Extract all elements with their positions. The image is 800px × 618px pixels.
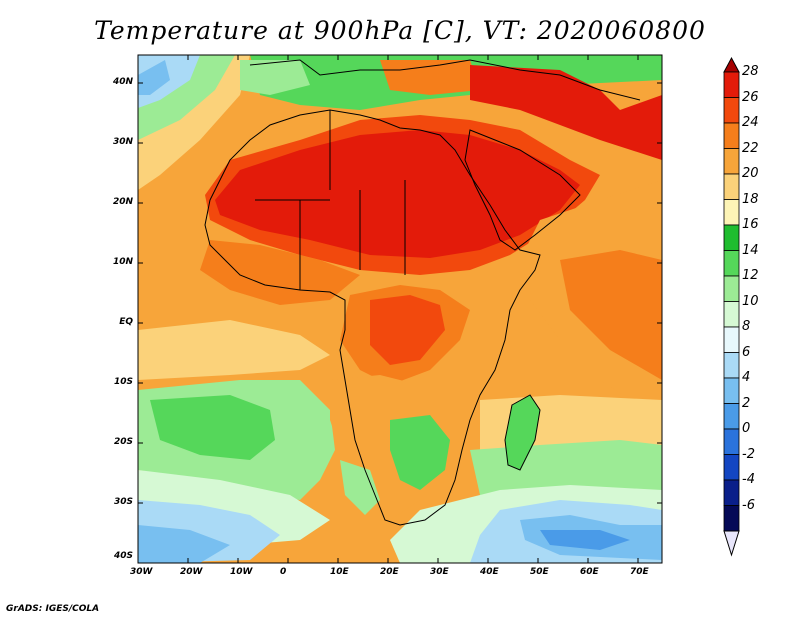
colorbar-label: 26 — [742, 89, 759, 105]
colorbar-label: 16 — [742, 217, 759, 232]
colorbar-label: 6 — [742, 344, 751, 360]
colorbar-label: -6 — [742, 497, 755, 513]
colorbar-label: 18 — [742, 191, 759, 207]
colorbar-swatch — [723, 199, 740, 226]
lon-label: 10E — [330, 567, 349, 577]
colorbar-swatch — [723, 352, 740, 379]
coastlines — [204, 59, 641, 526]
colorbar-label: 8 — [742, 319, 751, 334]
lon-label: 20W — [180, 567, 203, 577]
colorbar-swatch — [723, 428, 740, 455]
lon-label: 60E — [580, 567, 599, 577]
colorbar-swatch — [723, 505, 740, 532]
colorbar-label: 14 — [742, 242, 759, 258]
colorbar-label: 12 — [742, 268, 759, 283]
colorbar-label: 20 — [742, 166, 759, 181]
lon-label: 10W — [230, 567, 253, 577]
colorbar-label: -4 — [742, 472, 755, 487]
lat-label: 30N — [112, 137, 133, 147]
lat-label: 10S — [113, 377, 133, 387]
colorbar-swatch — [723, 301, 740, 328]
colorbar-label: 0 — [742, 421, 751, 436]
colorbar-swatch — [723, 71, 740, 98]
colorbar-label: 28 — [742, 64, 759, 79]
colorbar-label: 10 — [742, 293, 759, 309]
lon-label: 20E — [380, 567, 399, 577]
lat-label: EQ — [119, 317, 133, 327]
lat-label: 40N — [112, 77, 133, 87]
colorbar-label: 2 — [742, 395, 751, 411]
lon-label: 70E — [630, 567, 649, 577]
colorbar-label: 4 — [742, 370, 751, 385]
colorbar — [723, 56, 740, 557]
lon-label: 40E — [480, 567, 499, 577]
map-field — [138, 55, 662, 563]
lat-label: 30S — [113, 497, 133, 507]
colorbar-label: -2 — [742, 446, 755, 462]
colorbar-swatch — [723, 403, 740, 430]
colorbar-bottom-arrow — [723, 530, 740, 557]
colorbar-label: 24 — [742, 115, 759, 130]
lat-label: 20N — [112, 197, 133, 207]
colorbar-swatch — [723, 377, 740, 404]
colorbar-label: 22 — [742, 140, 759, 156]
lon-label: 0 — [280, 567, 287, 577]
colorbar-swatch — [723, 97, 740, 124]
colorbar-top-arrow — [723, 56, 740, 73]
colorbar-swatch — [723, 148, 740, 175]
lon-label: 30W — [130, 567, 153, 577]
map-title: Temperature at 900hPa [C], VT: 202006080… — [94, 16, 706, 45]
lon-label: 30E — [430, 567, 449, 577]
colorbar-swatch — [723, 454, 740, 481]
colorbar-swatch — [723, 173, 740, 200]
grads-credit: GrADS: IGES/COLA — [6, 604, 100, 614]
lat-label: 40S — [113, 551, 133, 561]
colorbar-swatch — [723, 479, 740, 506]
colorbar-swatch — [723, 122, 740, 149]
colorbar-swatch — [723, 224, 740, 251]
colorbar-swatch — [723, 275, 740, 302]
colorbar-swatch — [723, 250, 740, 277]
map-frame — [137, 54, 663, 564]
colorbar-swatch — [723, 326, 740, 353]
lat-label: 10N — [112, 257, 133, 267]
lon-label: 50E — [530, 567, 549, 577]
lat-label: 20S — [113, 437, 133, 447]
